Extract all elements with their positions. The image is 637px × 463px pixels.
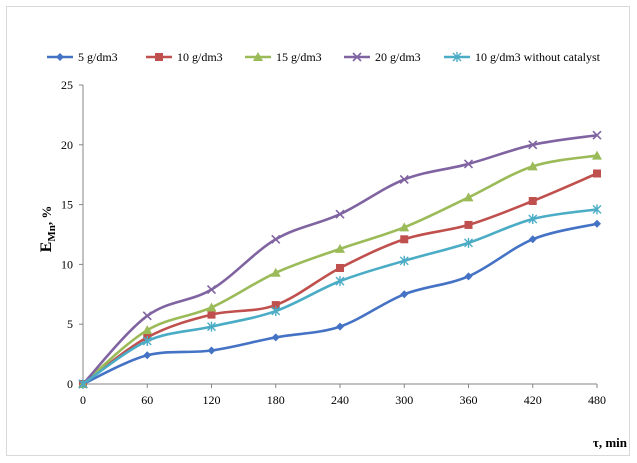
- y-axis-title-unit: , %: [39, 206, 54, 226]
- y-axis-title-sub: Mn: [46, 225, 58, 242]
- data-point: [593, 170, 601, 178]
- legend-label: 10 g/dm3: [177, 50, 223, 64]
- legend-entry-3: 15 g/dm3: [245, 50, 322, 64]
- data-point: [465, 272, 473, 280]
- data-point: [529, 235, 537, 243]
- chart-frame: 0 5 10 15 20 25 0 60 120 180 240 300 360 420 480 5 g/d…: [6, 6, 630, 456]
- y-tick-label: 15: [61, 198, 73, 212]
- data-point: [529, 197, 537, 205]
- legend-entry-2: 10 g/dm3: [146, 50, 223, 64]
- y-tick-label: 5: [67, 317, 73, 331]
- x-tick-label: 300: [395, 393, 413, 407]
- legend-label: 5 g/dm3: [78, 50, 118, 64]
- x-tick-label: 240: [331, 393, 349, 407]
- legend-entry-4: 20 g/dm3: [344, 50, 421, 64]
- legend-label: 15 g/dm3: [276, 50, 322, 64]
- data-point: [208, 286, 216, 294]
- data-point: [208, 347, 216, 355]
- legend-label: 20 g/dm3: [375, 50, 421, 64]
- x-axis-title: τ, min: [593, 435, 628, 450]
- data-point: [336, 323, 344, 331]
- y-tick-label: 0: [67, 377, 73, 391]
- data-point: [143, 351, 151, 359]
- data-point: [208, 311, 216, 319]
- y-tick-label: 25: [61, 78, 73, 92]
- legend-label: 10 g/dm3 without catalyst: [475, 50, 601, 64]
- legend-marker: [155, 53, 163, 61]
- data-point: [143, 312, 151, 320]
- series-line: [83, 209, 597, 384]
- legend-entry-1: 5 g/dm3: [47, 50, 118, 64]
- series-5: [79, 204, 601, 389]
- data-point: [272, 235, 280, 243]
- data-point: [272, 333, 280, 341]
- legend-marker: [56, 53, 64, 61]
- x-tick-label: 360: [460, 393, 478, 407]
- x-tick-label: 480: [588, 393, 606, 407]
- data-point: [400, 290, 408, 298]
- line-chart: 0 5 10 15 20 25 0 60 120 180 240 300 360 420 480 5 g/d…: [7, 7, 631, 457]
- data-point: [465, 221, 473, 229]
- x-tick-label: 180: [267, 393, 285, 407]
- x-tick-label: 60: [141, 393, 153, 407]
- y-axis-title-main: E: [38, 242, 55, 253]
- data-point: [336, 264, 344, 272]
- x-tick-label: 120: [203, 393, 221, 407]
- y-tick-label: 20: [61, 138, 73, 152]
- x-tick-label: 420: [524, 393, 542, 407]
- y-axis-title: EMn, %: [38, 206, 58, 253]
- series-layer: [78, 131, 602, 389]
- y-tick-label: 10: [61, 257, 73, 271]
- data-point: [400, 235, 408, 243]
- legend-entry-5: 10 g/dm3 without catalyst: [444, 50, 601, 64]
- x-tick-label: 0: [80, 393, 86, 407]
- data-point: [593, 220, 601, 228]
- legend: 5 g/dm3 10 g/dm3 15 g/dm3 20 g/dm3 10 g/dm3 …: [47, 50, 601, 64]
